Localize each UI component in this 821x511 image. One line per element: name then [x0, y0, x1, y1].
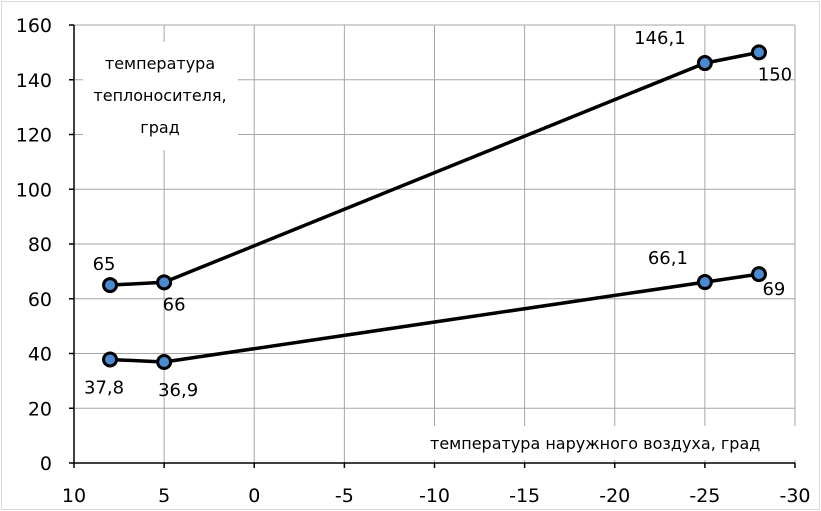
data-point-marker: [750, 44, 767, 61]
data-point-marker: [102, 277, 119, 294]
y-tick-label: 60: [28, 289, 52, 311]
data-point-marker: [750, 266, 767, 283]
x-tick-label: -20: [599, 485, 630, 507]
x-axis-title-background: [423, 426, 815, 460]
x-tick-label: -15: [509, 485, 540, 507]
data-label: 66,1: [648, 248, 688, 269]
y-tick-label: 160: [16, 15, 52, 37]
x-axis-title: температура наружного воздуха, град: [430, 434, 760, 453]
x-tick-label: 5: [158, 485, 170, 507]
x-tick-label: -30: [779, 485, 810, 507]
data-label: 37,8: [84, 378, 124, 399]
x-tick-label: 10: [62, 485, 86, 507]
data-point-marker: [156, 274, 173, 291]
y-tick-label: 140: [16, 70, 52, 92]
data-label: 150: [758, 64, 792, 85]
x-tick-label: 0: [248, 485, 260, 507]
x-tick-label: -10: [419, 485, 450, 507]
y-axis-title-background: [83, 42, 238, 150]
data-point-marker: [102, 351, 119, 368]
y-tick-label: 80: [28, 234, 52, 256]
x-tick-label: -5: [335, 485, 354, 507]
data-label: 66: [163, 294, 186, 315]
y-tick-label: 40: [28, 344, 52, 366]
y-tick-label: 20: [28, 398, 52, 420]
y-axis-title-line: теплоносителя,: [93, 86, 226, 105]
data-label: 146,1: [634, 28, 686, 49]
data-label: 36,9: [158, 380, 198, 401]
data-label: 69: [762, 279, 785, 300]
y-tick-label: 100: [16, 179, 52, 201]
data-point-marker: [696, 55, 713, 72]
series-line-1: [110, 50, 760, 287]
x-tick-label: -25: [689, 485, 720, 507]
data-label: 65: [93, 254, 116, 275]
series-line-2: [110, 272, 760, 364]
y-axis-title-line: температура: [105, 54, 215, 73]
data-point-marker: [696, 274, 713, 291]
y-tick-label: 120: [16, 125, 52, 147]
data-point-marker: [156, 353, 173, 370]
y-axis-title-line: град: [140, 118, 179, 137]
y-tick-label: 0: [40, 453, 52, 475]
